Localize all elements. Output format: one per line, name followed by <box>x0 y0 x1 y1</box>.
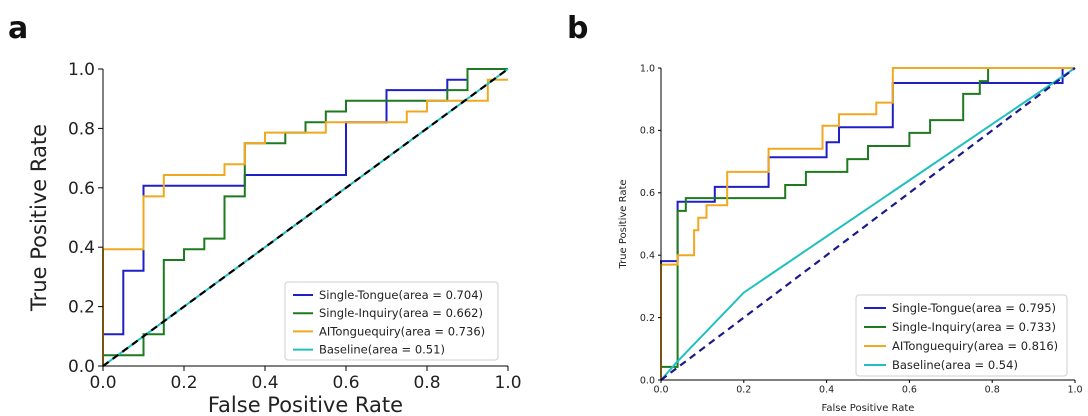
x-tick-label: 1.0 <box>494 373 521 393</box>
panel-b-letter: b <box>567 11 588 46</box>
x-axis-label: False Positive Rate <box>822 403 915 414</box>
x-tick-label: 1.0 <box>1067 385 1082 396</box>
y-tick-label: 0.0 <box>68 357 95 377</box>
x-tick-label: 0.4 <box>819 385 834 396</box>
y-tick-label: 0.4 <box>68 238 95 258</box>
y-tick-label: 0.0 <box>640 375 655 386</box>
legend-entry: Single-Inquiry(area = 0.733) <box>892 320 1056 334</box>
y-tick-label: 0.8 <box>68 119 95 139</box>
roc-curve-0-3 <box>102 68 509 367</box>
chart-panel-b: 0.0 0.2 0.4 0.6 0.8 1.0 0.0 0.2 0.4 0.6 0.8 1.0 Fals… <box>618 63 1083 414</box>
legend-entry: AITonguequiry(area = 0.816) <box>892 339 1058 353</box>
y-tick-label: 0.2 <box>640 313 655 324</box>
y-tick-label: 0.2 <box>68 298 95 318</box>
legend-entry: Baseline(area = 0.51) <box>319 343 445 357</box>
x-tick-label: 0.0 <box>653 385 668 396</box>
roc-curve-1-2 <box>660 67 1075 380</box>
legend-entry: Single-Inquiry(area = 0.662) <box>319 306 483 320</box>
x-tick-label: 0.2 <box>170 373 197 393</box>
x-tick-label: 0.8 <box>985 385 1000 396</box>
y-tick-label: 1.0 <box>68 60 95 80</box>
roc-curve-1-3 <box>660 67 1076 381</box>
x-tick-label: 0.8 <box>413 373 440 393</box>
x-tick-label: 0.2 <box>736 385 751 396</box>
roc-curve-0-0 <box>102 68 508 366</box>
y-tick-label: 1.0 <box>640 63 655 74</box>
legend-entry: Single-Tongue(area = 0.795) <box>892 301 1056 315</box>
x-tick-label: 0.6 <box>332 373 359 393</box>
y-axis-label: True Positive Rate <box>618 179 629 269</box>
y-tick-label: 0.6 <box>640 188 655 199</box>
legend-box <box>284 281 499 361</box>
chart-panel-a: 0.0 0.2 0.4 0.6 0.8 1.0 0.0 0.2 0.4 0.6 0.8 1.0 Fals… <box>27 60 522 416</box>
x-axis-label: False Positive Rate <box>208 393 403 416</box>
y-tick-label: 0.8 <box>640 126 655 137</box>
x-tick-label: 0.0 <box>89 373 116 393</box>
legend-entry: Single-Tongue(area = 0.704) <box>319 288 483 302</box>
y-tick-label: 0.6 <box>68 179 95 199</box>
legend-box <box>855 294 1068 377</box>
legend-entry: AITonguequiry(area = 0.736) <box>319 324 485 338</box>
legend-entry: Baseline(area = 0.54) <box>892 358 1018 372</box>
roc-curve-1-1 <box>660 67 1075 380</box>
y-axis-label: True Positive Rate <box>27 124 51 312</box>
diagonal-reference-line <box>660 67 1076 381</box>
panel-a-letter: a <box>8 11 28 46</box>
y-tick-label: 0.4 <box>640 251 655 262</box>
x-tick-label: 0.4 <box>251 373 278 393</box>
x-tick-label: 0.6 <box>902 385 917 396</box>
roc-curve-0-2 <box>102 78 508 366</box>
